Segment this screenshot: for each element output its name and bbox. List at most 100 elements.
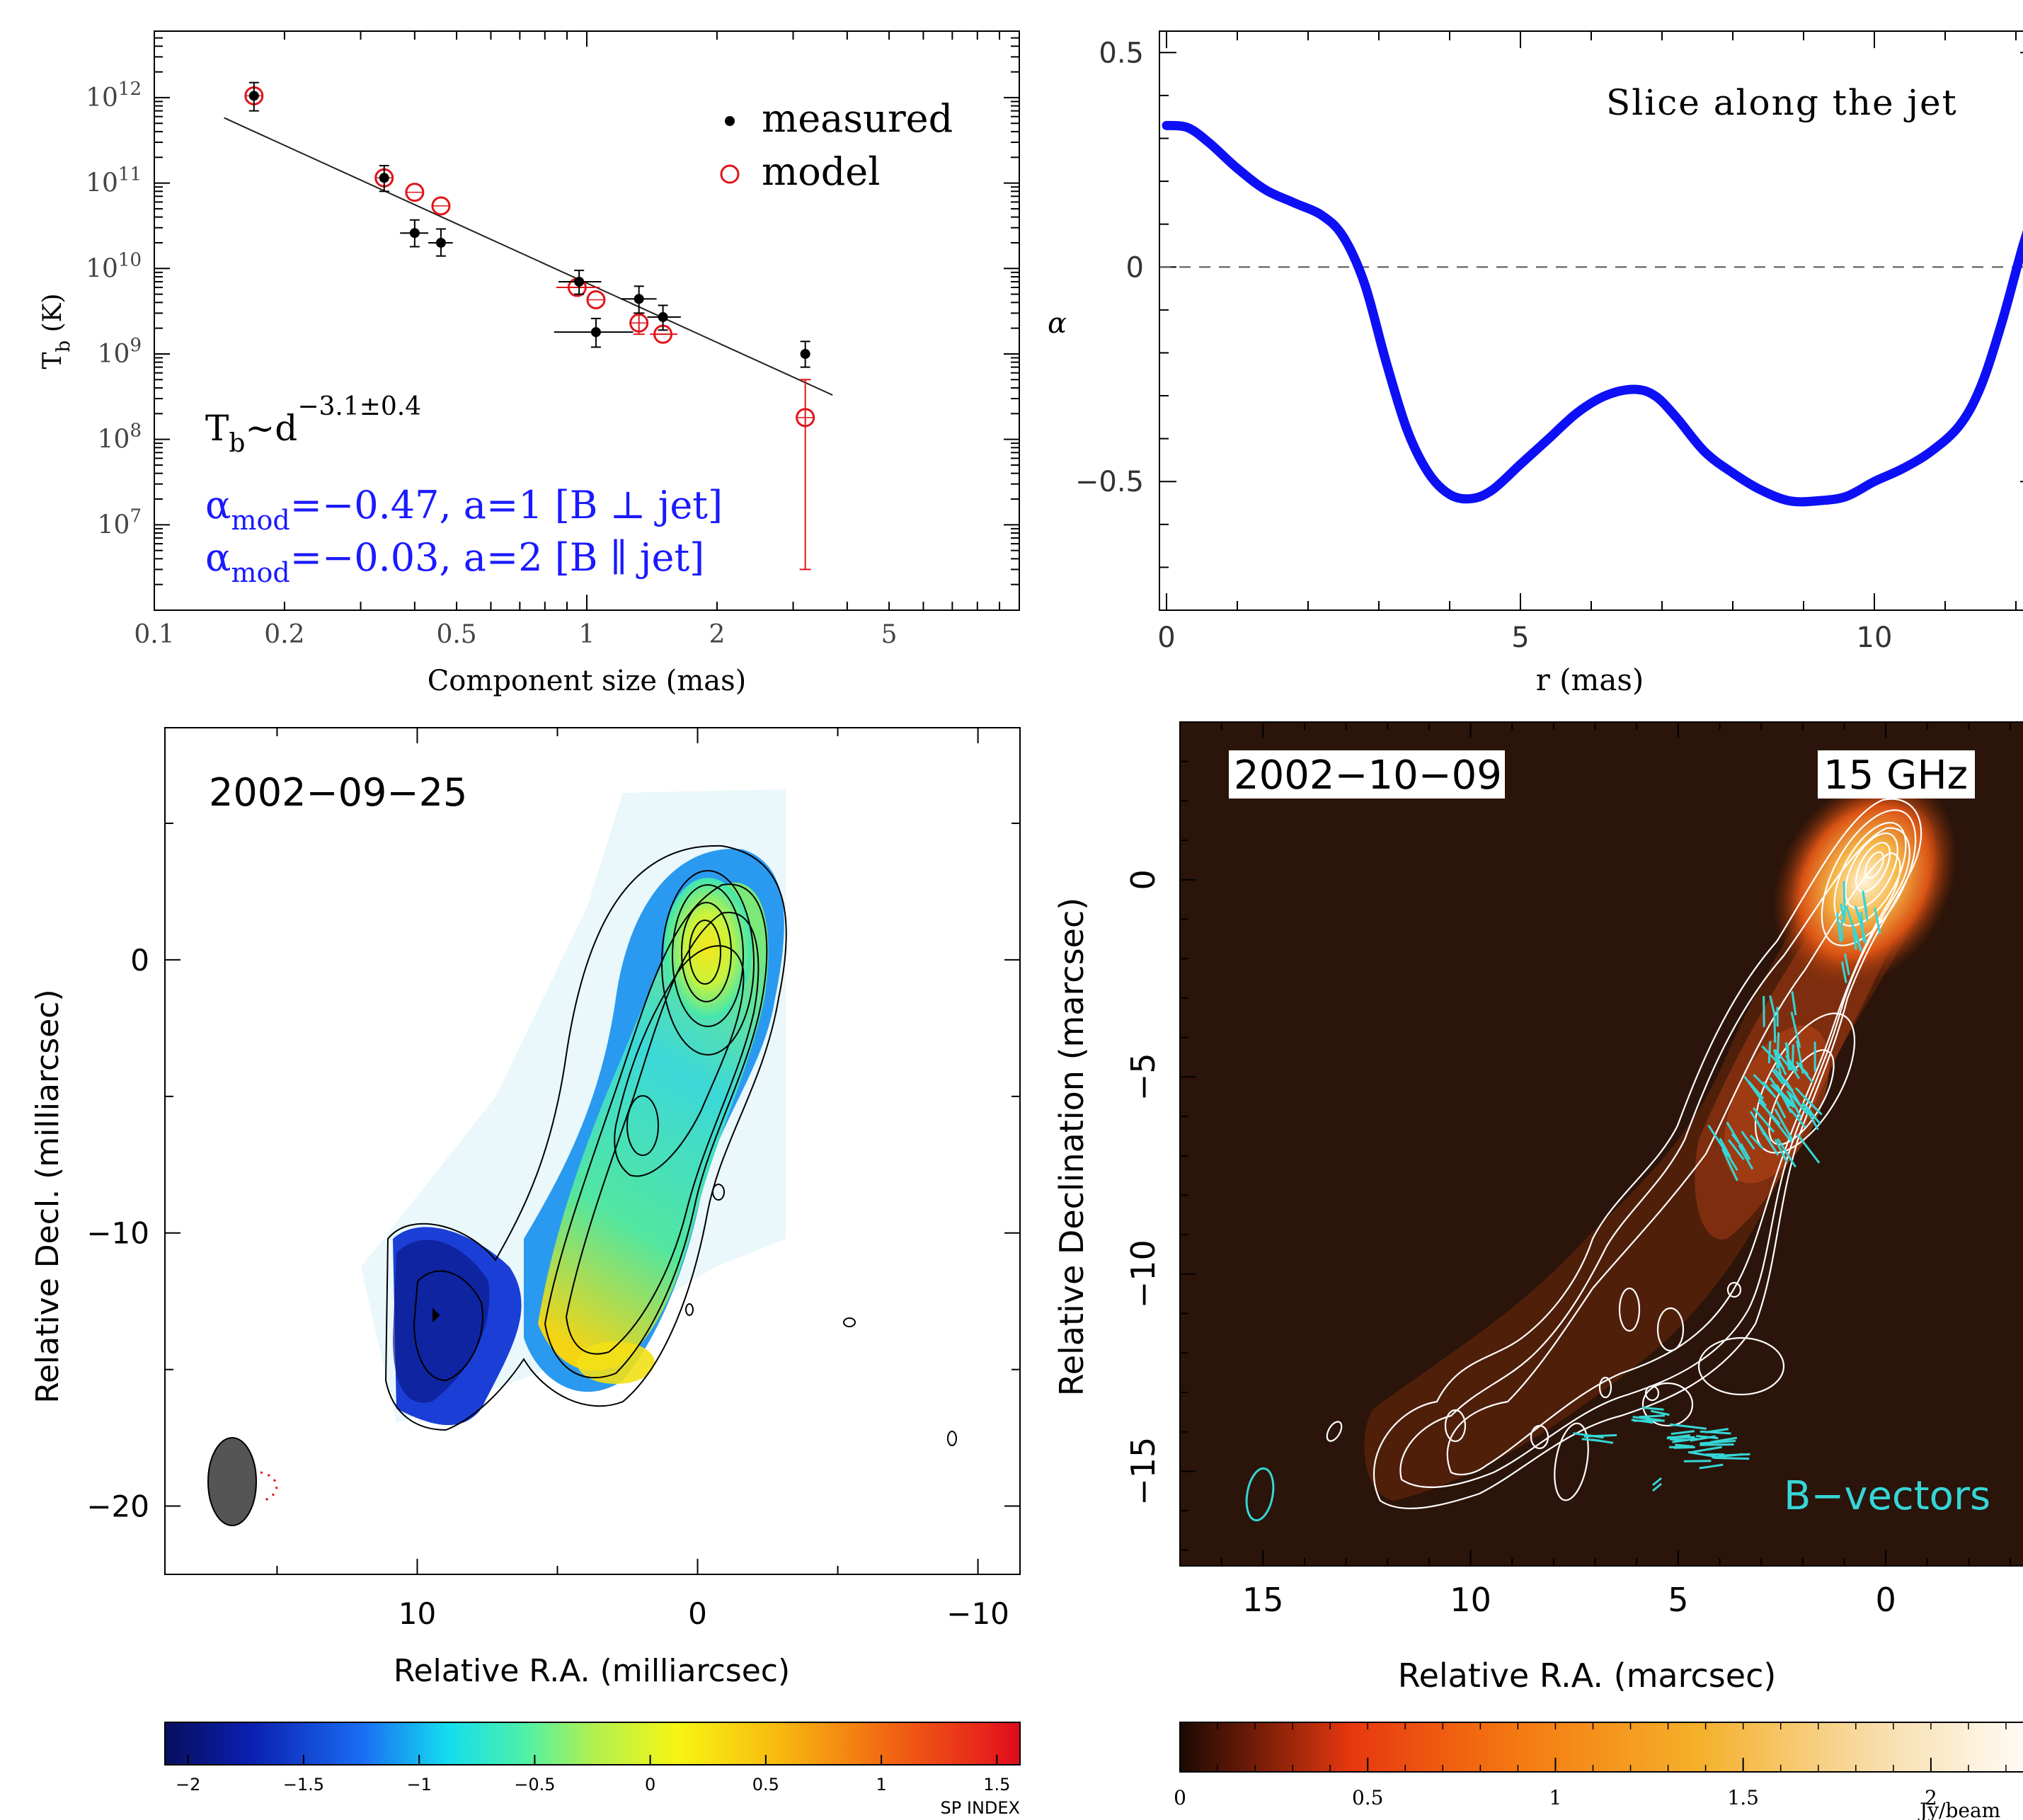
b-vector <box>1749 1111 1772 1143</box>
b-vector <box>1836 912 1842 943</box>
measured-point <box>435 237 446 248</box>
y-axis-label: Relative Declination (marcsec) <box>1053 898 1091 1396</box>
slice-annotation: Slice along the jet <box>1606 82 1958 123</box>
b-vector <box>1726 1121 1740 1143</box>
b-vector <box>1583 1433 1617 1438</box>
legend-measured-marker <box>725 116 735 126</box>
b-vector <box>1786 1089 1802 1118</box>
b-vectors-label: B−vectors <box>1784 1473 1990 1519</box>
x-axis-label: Relative R.A. (milliarcsec) <box>394 1653 790 1689</box>
b-vector <box>1749 1134 1764 1150</box>
x-axis-label: Relative R.A. (marcsec) <box>1398 1656 1777 1695</box>
b-vector <box>1794 1087 1811 1104</box>
x-tick-label: 5 <box>1511 622 1529 654</box>
beam-dotted-ellipse <box>260 1471 278 1502</box>
colorbar-tick-label: 1 <box>1549 1786 1562 1809</box>
x-tick-label: 0.1 <box>134 620 174 649</box>
legend-model-label: model <box>762 149 881 194</box>
colorbar-tick-label: 0.5 <box>1352 1786 1384 1809</box>
x-tick-label: 2 <box>709 620 725 649</box>
b-vector <box>1844 953 1850 975</box>
b-vector <box>1775 1100 1787 1119</box>
measured-point <box>248 91 259 101</box>
y-tick-label: −10 <box>1124 1240 1162 1308</box>
colorbar-tick-label: 1.5 <box>1727 1786 1759 1809</box>
x-axis-label: r (mas) <box>1536 663 1644 697</box>
y-tick-label: 1011 <box>86 164 142 198</box>
y-tick-label: 108 <box>98 420 142 454</box>
epoch-label-box <box>1229 750 1505 799</box>
b-vector <box>1874 907 1881 934</box>
b-vector <box>1707 1124 1729 1157</box>
b-vector <box>1721 1148 1738 1181</box>
y-tick-label: 0 <box>1126 251 1144 284</box>
b-vector <box>1777 1138 1796 1168</box>
b-vector <box>1738 1144 1754 1170</box>
y-tick-label: −10 <box>86 1216 149 1251</box>
y-tick-label: 109 <box>98 335 142 369</box>
x-tick-label: 1 <box>579 620 595 649</box>
b-vector <box>1784 1055 1799 1072</box>
y-tick-label: 1012 <box>86 79 142 113</box>
b-vector <box>1689 1446 1722 1454</box>
alpha-par-annotation: αmod=−0.03, a=2 [B ∥ jet] <box>205 535 704 588</box>
measured-point <box>574 276 585 287</box>
b-vector <box>1762 1081 1777 1099</box>
x-tick-label: 10 <box>1450 1581 1491 1619</box>
b-vector <box>1641 1406 1664 1411</box>
b-vector <box>1675 1443 1694 1448</box>
b-vector <box>1670 1423 1707 1430</box>
b-vector <box>1699 1463 1724 1470</box>
y-tick-label: −20 <box>86 1489 149 1524</box>
y-tick-label: −0.5 <box>1075 466 1144 498</box>
b-vectors <box>1573 881 1881 1492</box>
intensity-map: 2002−10−09 15 GHz B−vectors 15 10 5 00−5−10… <box>1053 721 2023 1820</box>
b-vector <box>1651 1409 1670 1416</box>
b-vector <box>1796 1062 1813 1083</box>
b-vector <box>1719 1138 1731 1158</box>
b-vector <box>1796 1133 1821 1164</box>
x-tick-label: 0 <box>688 1596 707 1631</box>
b-vector <box>1788 1092 1809 1116</box>
intensity-contours <box>1326 798 1922 1510</box>
b-vector <box>1859 912 1865 942</box>
b-vector <box>1840 961 1847 983</box>
colorbar-tick-label: 0.5 <box>752 1775 779 1795</box>
colorbar-tick-label: −2 <box>176 1775 200 1795</box>
measured-point <box>658 311 668 322</box>
b-vector <box>1741 1131 1755 1150</box>
b-vector <box>1639 1414 1666 1419</box>
colorbar-label: Jy/beam <box>1918 1799 2000 1820</box>
b-vector <box>1752 1107 1775 1133</box>
b-vector <box>1652 1482 1662 1492</box>
legend: measured model <box>720 96 953 194</box>
b-vector <box>1771 1069 1784 1085</box>
b-vector <box>1690 1435 1717 1442</box>
b-vector <box>1775 1084 1792 1114</box>
y-tick-label: 107 <box>98 505 142 539</box>
colorbar-tick-label: −0.5 <box>514 1775 555 1795</box>
b-vector <box>1743 1075 1767 1107</box>
colorbar-tick-label: 2 <box>1925 1786 1937 1809</box>
b-vector <box>1843 881 1846 918</box>
epoch-label: 2002−10−09 <box>1234 752 1502 799</box>
b-vector <box>1700 1443 1734 1446</box>
b-vector <box>1805 1105 1822 1126</box>
x-tick-label: 5 <box>881 620 898 649</box>
beam-ellipse <box>207 1437 257 1526</box>
b-vector <box>1768 1113 1793 1143</box>
b-vector <box>1792 1044 1794 1065</box>
b-vector <box>1763 996 1765 1027</box>
b-vector <box>1787 1060 1801 1080</box>
y-tick-label: 1010 <box>86 249 142 283</box>
x-tick-label: 10 <box>399 1596 436 1631</box>
colorbar-tick-label: −1.5 <box>283 1775 324 1795</box>
x-tick-label: 0.5 <box>436 620 476 649</box>
b-vector <box>1840 903 1846 922</box>
measured-point <box>590 327 601 338</box>
b-vector <box>1774 1109 1794 1140</box>
colorbar-tick-label: −1 <box>406 1775 431 1795</box>
y-tick-label: 0 <box>130 943 149 978</box>
b-vector <box>1774 1138 1788 1162</box>
colorbar <box>1179 1722 2023 1773</box>
